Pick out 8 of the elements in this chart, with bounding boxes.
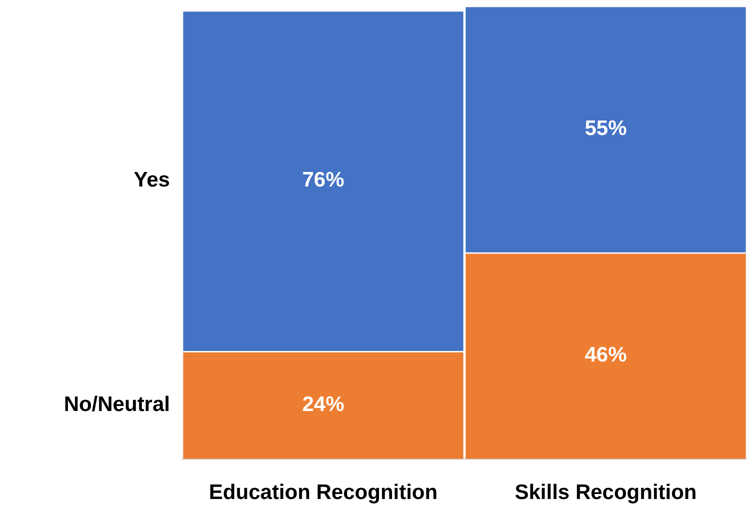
series-label: No/Neutral <box>64 392 170 416</box>
data-label: 76% <box>302 168 345 192</box>
series-label: Yes <box>134 168 170 192</box>
x-tick-label: Education Recognition <box>208 481 438 504</box>
data-label: 46% <box>584 343 628 366</box>
x-tick-label: Skills Recognition <box>514 481 697 504</box>
data-label: 55% <box>584 117 628 140</box>
data-label: 24% <box>302 392 345 416</box>
